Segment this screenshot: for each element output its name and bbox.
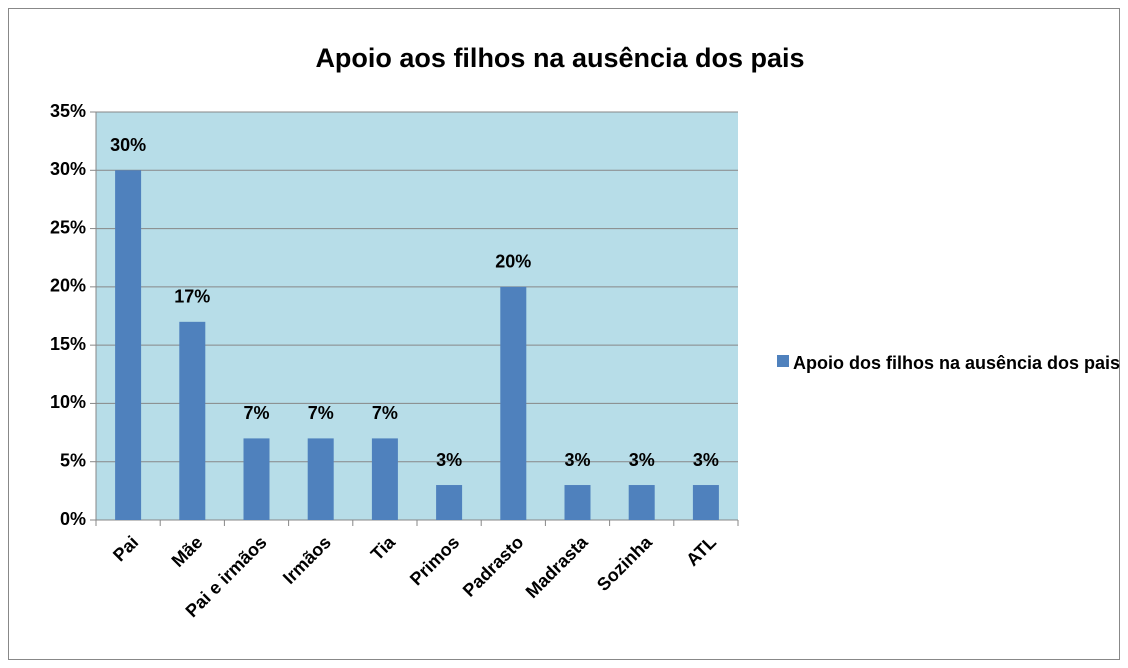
y-tick-label: 10% bbox=[50, 392, 86, 412]
y-tick-label: 15% bbox=[50, 334, 86, 354]
y-tick-label: 25% bbox=[50, 217, 86, 237]
bar bbox=[371, 438, 398, 520]
y-tick-label: 35% bbox=[50, 101, 86, 121]
data-label: 3% bbox=[564, 450, 590, 470]
data-label: 17% bbox=[174, 287, 210, 307]
y-tick-label: 0% bbox=[60, 509, 86, 529]
data-label: 3% bbox=[436, 450, 462, 470]
y-tick-label: 20% bbox=[50, 276, 86, 296]
bar bbox=[243, 438, 270, 520]
bar bbox=[500, 286, 527, 520]
data-label: 20% bbox=[495, 252, 531, 272]
bar bbox=[628, 485, 655, 520]
bar bbox=[307, 438, 334, 520]
bar bbox=[692, 485, 719, 520]
data-label: 7% bbox=[308, 403, 334, 423]
data-label: 3% bbox=[693, 450, 719, 470]
bar bbox=[115, 170, 142, 521]
legend-label: Apoio dos filhos na ausência dos pais bbox=[793, 353, 1121, 373]
data-label: 7% bbox=[243, 403, 269, 423]
y-tick-label: 5% bbox=[60, 450, 86, 470]
bar bbox=[436, 485, 463, 520]
data-label: 3% bbox=[629, 450, 655, 470]
data-label: 30% bbox=[110, 135, 146, 155]
chart-title: Apoio aos filhos na ausência dos pais bbox=[315, 43, 804, 73]
data-label: 7% bbox=[372, 403, 398, 423]
bar bbox=[564, 485, 591, 520]
bar bbox=[179, 321, 206, 520]
y-tick-label: 30% bbox=[50, 159, 86, 179]
